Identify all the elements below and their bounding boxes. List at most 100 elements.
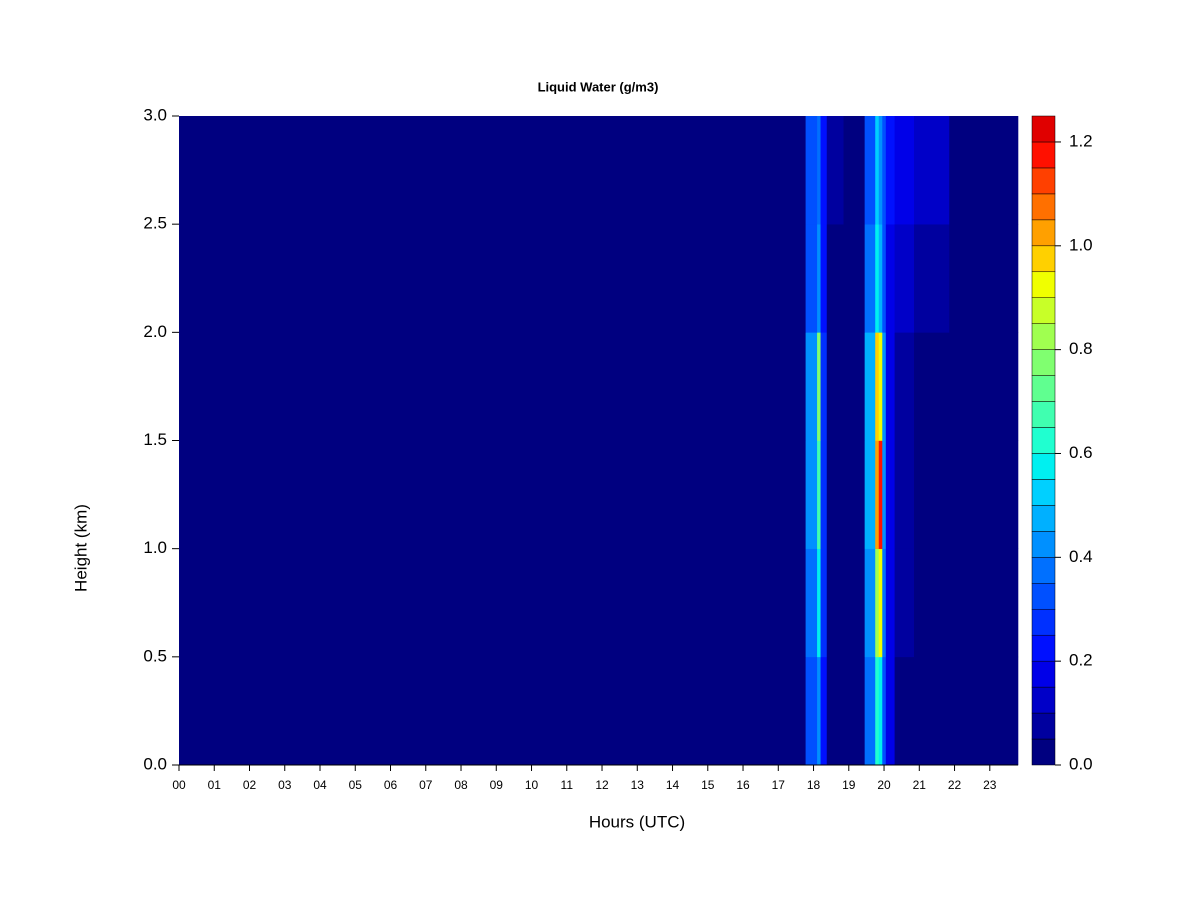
heat-cell <box>875 224 880 333</box>
heat-cell <box>505 548 709 658</box>
heat-cell <box>820 224 828 333</box>
heat-cell <box>843 224 865 333</box>
heat-cell <box>949 440 1019 549</box>
colorbar-tick-label: 1.2 <box>1069 131 1093 150</box>
y-tick-label: 2.5 <box>143 214 167 233</box>
heat-cell <box>949 656 1019 766</box>
x-tick-label: 08 <box>454 778 468 792</box>
colorbar-swatch <box>1031 712 1056 740</box>
heat-cell <box>864 440 876 549</box>
heat-cell <box>882 440 887 549</box>
x-tick-label: 10 <box>525 778 539 792</box>
x-tick-label: 19 <box>842 778 856 792</box>
heat-cell <box>707 116 806 225</box>
heat-cell <box>826 332 844 441</box>
colorbar-swatch <box>1031 141 1056 169</box>
colorbar-swatch <box>1031 738 1056 766</box>
y-tick-label: 0.0 <box>143 754 167 773</box>
heat-cell <box>843 440 865 549</box>
colorbar-swatch <box>1031 245 1056 273</box>
heat-cell <box>826 116 844 225</box>
heat-cell <box>864 332 876 441</box>
heat-cell <box>505 656 709 766</box>
heat-cell <box>894 116 915 225</box>
heat-cell <box>707 332 806 441</box>
heat-cell <box>843 332 865 441</box>
colorbar-swatch <box>1031 271 1056 298</box>
heat-cell <box>949 224 1019 333</box>
colorbar-swatch <box>1031 401 1056 428</box>
heat-cell <box>179 224 506 333</box>
colorbar-swatch <box>1031 608 1056 636</box>
heat-cell <box>882 656 887 766</box>
x-tick-label: 09 <box>490 778 504 792</box>
heat-cell <box>826 656 844 766</box>
heat-cell <box>885 548 895 658</box>
x-tick-label: 04 <box>313 778 327 792</box>
heat-cell <box>894 224 915 333</box>
heat-cell <box>843 548 865 658</box>
heat-cell <box>843 656 865 766</box>
x-tick-label: 20 <box>877 778 891 792</box>
heat-cell <box>805 440 818 549</box>
y-tick-label: 1.5 <box>143 430 167 449</box>
heat-cell <box>826 224 844 333</box>
x-tick-label: 12 <box>595 778 609 792</box>
heat-cell <box>179 656 506 766</box>
x-tick-label: 22 <box>948 778 962 792</box>
heat-cell <box>817 116 821 225</box>
heat-cell <box>820 656 828 766</box>
colorbar-swatch <box>1031 660 1056 688</box>
colorbar-swatch <box>1031 193 1056 221</box>
x-tick-label: 05 <box>349 778 363 792</box>
heat-cell <box>894 332 915 441</box>
heat-cell <box>707 440 806 549</box>
heat-cell <box>882 224 887 333</box>
heat-cell <box>817 224 821 333</box>
heat-cell <box>817 548 821 658</box>
y-tick-label: 3.0 <box>143 105 167 124</box>
heat-cell <box>505 116 709 225</box>
heat-cell <box>505 224 709 333</box>
colorbar-swatch <box>1031 375 1056 402</box>
heat-cell <box>885 440 895 549</box>
heat-cell <box>885 116 895 225</box>
x-tick-label: 02 <box>243 778 257 792</box>
heat-cell <box>885 332 895 441</box>
colorbar-tick-label: 0.4 <box>1069 547 1093 566</box>
x-tick-label: 06 <box>384 778 398 792</box>
x-tick-label: 18 <box>807 778 821 792</box>
heat-cell <box>875 656 880 766</box>
colorbar-tick-label: 0.2 <box>1069 651 1093 670</box>
x-tick-label: 14 <box>666 778 680 792</box>
x-tick-label: 07 <box>419 778 433 792</box>
heat-cell <box>820 116 828 225</box>
x-tick-label: 17 <box>772 778 786 792</box>
heat-cell <box>864 548 876 658</box>
colorbar-swatch <box>1031 505 1056 532</box>
heat-cell <box>817 440 821 549</box>
x-tick-label: 13 <box>631 778 645 792</box>
heat-cell <box>878 440 883 549</box>
heat-cell <box>826 440 844 549</box>
heat-cell <box>885 224 895 333</box>
chart-title: Liquid Water (g/m3) <box>538 79 659 94</box>
heat-cell <box>179 116 506 225</box>
colorbar-swatch <box>1031 557 1056 584</box>
heat-cell <box>805 116 818 225</box>
heat-cell <box>914 548 950 658</box>
y-axis-label: Height (km) <box>71 504 90 592</box>
y-tick-label: 1.0 <box>143 538 167 557</box>
heat-cell <box>817 332 821 441</box>
colorbar-swatch <box>1031 453 1056 480</box>
heat-cell <box>949 116 1019 225</box>
heat-cell <box>505 332 709 441</box>
heat-cell <box>875 332 880 441</box>
colorbar-swatch <box>1031 115 1056 143</box>
x-tick-label: 16 <box>736 778 750 792</box>
heat-cell <box>914 440 950 549</box>
heat-cell <box>707 224 806 333</box>
heat-cell <box>707 548 806 658</box>
heat-cell <box>875 116 880 225</box>
